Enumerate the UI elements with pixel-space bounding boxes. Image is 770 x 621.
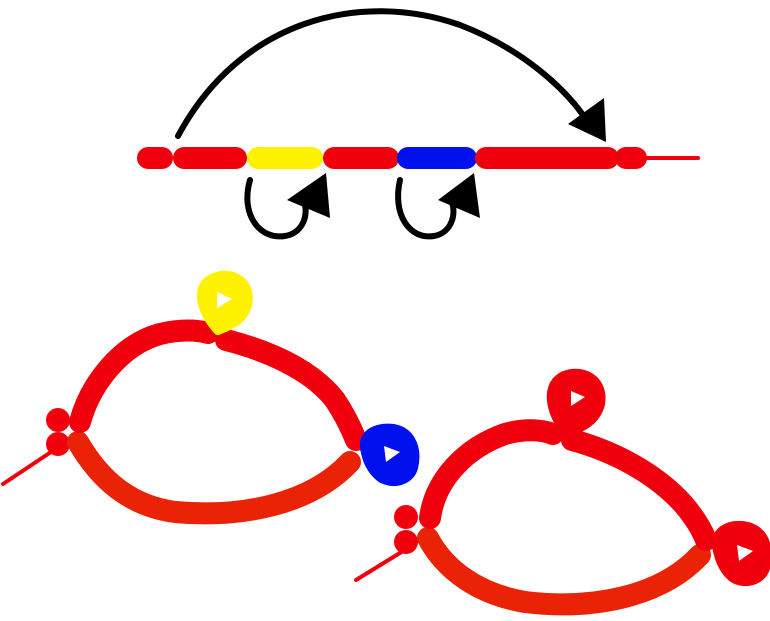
fold-arrow	[175, 8, 606, 142]
yellow-loop-hole	[217, 292, 232, 308]
right-figure-bottom-segment	[417, 527, 711, 616]
right-figure-top-loop	[546, 368, 606, 437]
twist-arrow-yellow	[244, 173, 330, 240]
left-figure-knot-bottom	[46, 432, 70, 456]
twist-arrow-blue	[395, 173, 480, 240]
right-figure-tail	[354, 546, 410, 582]
right-figure-upper-left-segment	[419, 419, 564, 529]
twist-arrowhead-yellow	[287, 173, 330, 218]
right-figure-knot-top	[394, 505, 418, 529]
all-red-figure	[354, 368, 770, 616]
twist-arrowhead-blue	[438, 173, 480, 218]
fold-arrowhead	[568, 98, 606, 142]
right-figure-upper-right-segment	[561, 429, 717, 551]
left-figure-upper-left-segment	[69, 319, 219, 433]
right-figure-knot-bottom	[394, 530, 418, 554]
right-figure-top-loop-hole	[571, 391, 585, 406]
colored-loops-figure	[1, 270, 420, 525]
left-figure-upper-right-segment	[215, 329, 367, 451]
left-figure-bottom-segment	[67, 431, 361, 525]
right-figure-side-loop-hole	[737, 545, 753, 561]
left-figure-knot-top	[46, 408, 70, 432]
blue-loop-hole	[384, 446, 400, 462]
